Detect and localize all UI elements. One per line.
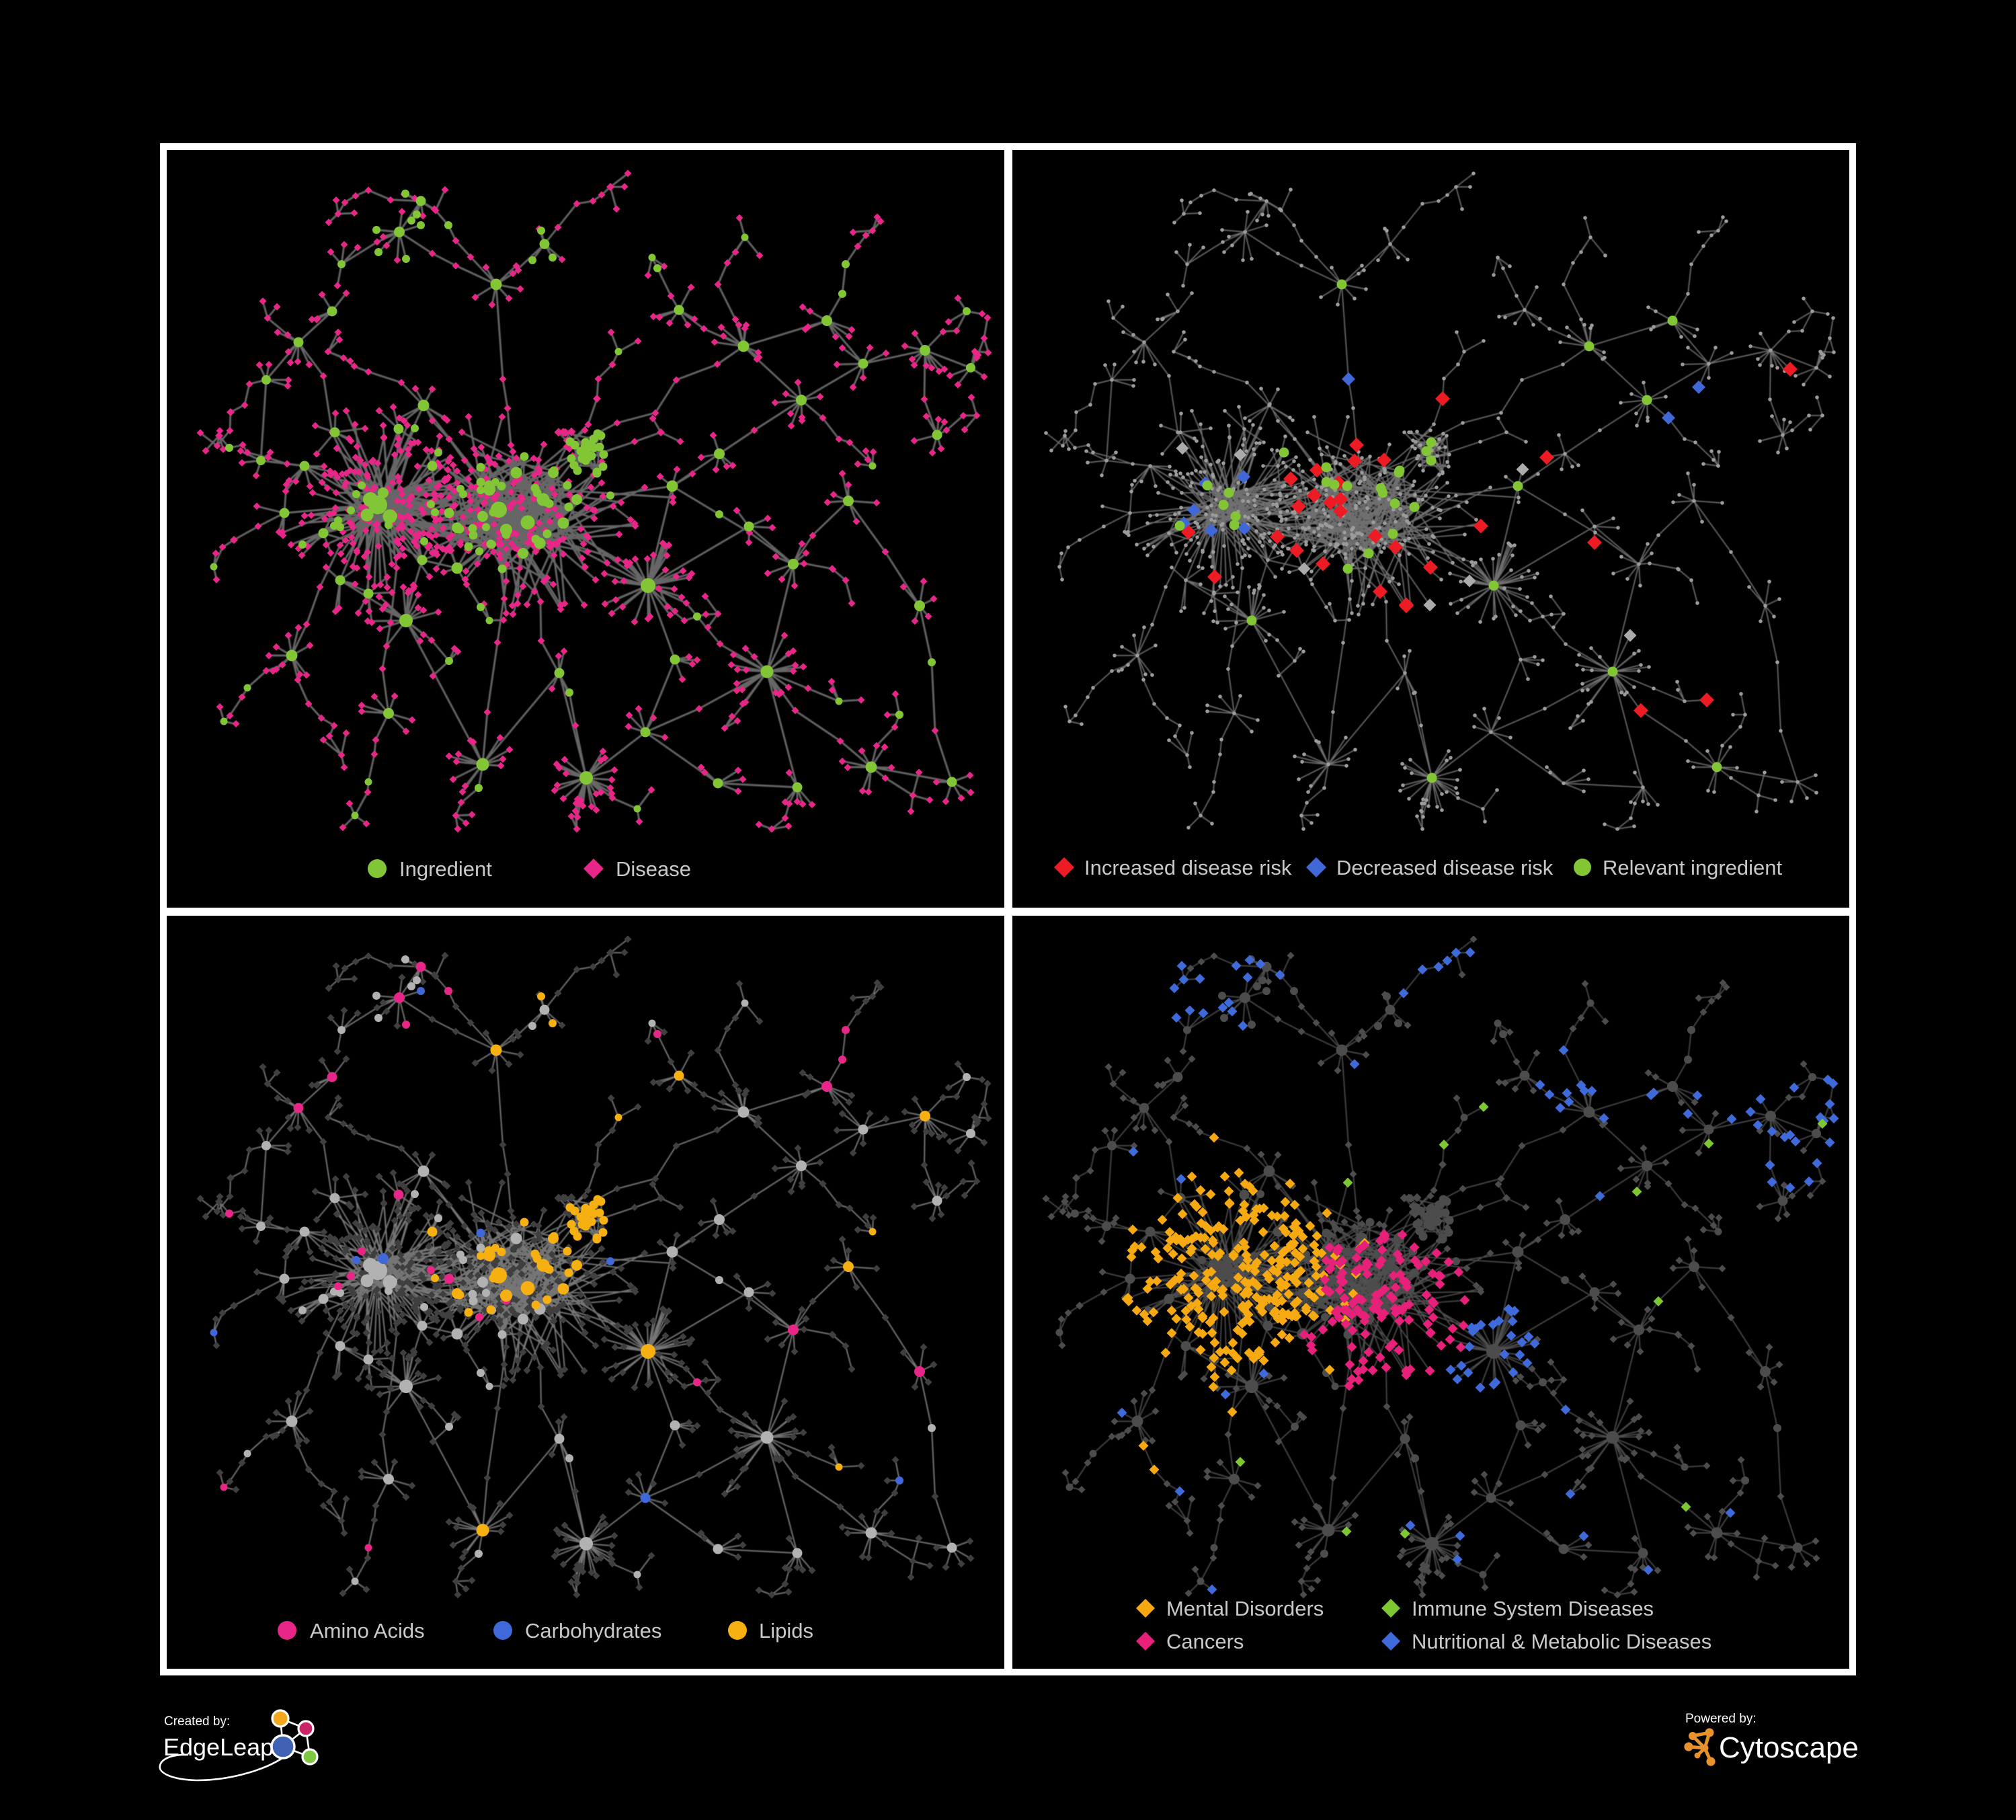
svg-text:Mental Disorders: Mental Disorders [1166,1597,1324,1620]
svg-text:Powered by:: Powered by: [1685,1712,1757,1726]
svg-text:Nutritional & Metabolic Diseas: Nutritional & Metabolic Diseases [1412,1630,1711,1653]
svg-text:Increased disease risk: Increased disease risk [1084,856,1292,879]
svg-text:Relevant ingredient: Relevant ingredient [1603,856,1783,879]
svg-text:Created by:: Created by: [164,1714,230,1729]
svg-text:EdgeLeap: EdgeLeap [163,1733,274,1761]
svg-text:Disease: Disease [616,857,691,881]
svg-text:Amino Acids: Amino Acids [310,1619,425,1643]
svg-text:Immune System Diseases: Immune System Diseases [1412,1597,1654,1620]
svg-text:Cytoscape: Cytoscape [1719,1731,1859,1764]
svg-text:Carbohydrates: Carbohydrates [525,1619,661,1643]
svg-text:Ingredient: Ingredient [399,857,492,881]
svg-text:Cancers: Cancers [1166,1630,1244,1653]
svg-text:Lipids: Lipids [759,1619,813,1643]
svg-text:Decreased disease risk: Decreased disease risk [1336,856,1554,879]
